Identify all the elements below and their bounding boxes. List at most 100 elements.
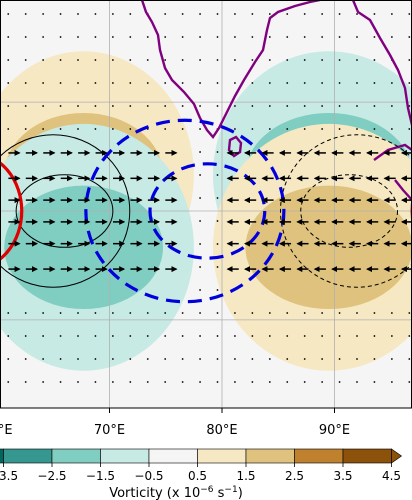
vorticity-shading [0, 51, 412, 371]
vector-dot [59, 128, 62, 130]
vector-dot [286, 59, 289, 61]
vector-dot [234, 358, 236, 360]
vector-dot [129, 381, 132, 383]
vector-dot [268, 312, 271, 314]
gridlines [0, 0, 412, 408]
vector-dot [286, 128, 289, 130]
vector-dot [356, 13, 358, 15]
vector-dot [42, 335, 45, 337]
vector-dot [338, 128, 341, 130]
black-contour-1 [15, 174, 114, 248]
red-contour-0 [0, 160, 24, 262]
colorbar-tick-label-5: 0.5 [188, 469, 207, 483]
vector-dot [321, 128, 324, 130]
vector-dot [129, 312, 132, 314]
colorbar-tick-label-9: 4.5 [382, 469, 401, 483]
vector-dot [216, 220, 219, 222]
vector-dot [24, 312, 27, 314]
vector-dot [7, 59, 10, 61]
vector-dot [111, 36, 114, 38]
vector-dot [129, 82, 132, 84]
vector-dot [146, 36, 149, 38]
vector-dot [77, 128, 79, 130]
vector-dot [77, 105, 79, 107]
vector-dot [303, 335, 306, 337]
vector-dot [338, 381, 341, 383]
vector-dot [7, 335, 10, 337]
vector-dot [373, 381, 376, 383]
vector-dot [59, 59, 62, 61]
vector-dot [181, 36, 184, 38]
vector-dot [111, 381, 114, 383]
vector-dot [199, 266, 201, 268]
vector-dot [356, 128, 358, 130]
vector-dot [77, 358, 79, 360]
coastline [140, 0, 412, 201]
blue-contour-1 [148, 162, 267, 260]
vector-dot [164, 358, 167, 360]
vector-dot [286, 82, 289, 84]
vector-dot [321, 105, 324, 107]
vector-dot [338, 13, 341, 15]
vector-dot [303, 59, 306, 61]
wind-vectors [8, 149, 412, 273]
vector-dot [321, 82, 324, 84]
vector-dot [251, 381, 254, 383]
vector-dot [216, 335, 219, 337]
x-tick-label-3: 90°E [319, 423, 350, 438]
vector-dot [286, 13, 289, 15]
vector-dot [390, 82, 393, 84]
colorbar-segment-0 [0, 448, 4, 464]
vector-dot [216, 151, 219, 153]
vector-dot [390, 105, 393, 107]
vector-dot [59, 36, 62, 38]
vector-dot [24, 105, 27, 107]
colorbar-tick-label-4: −0.5 [134, 469, 163, 483]
vector-dot [42, 358, 45, 360]
vector-dot [199, 335, 201, 337]
vector-dot [94, 128, 97, 130]
vector-dot [146, 381, 149, 383]
black-contour-3 [300, 174, 398, 248]
x-axis: 60°E70°E80°E90°E100°E [0, 408, 350, 438]
vector-dot [338, 59, 341, 61]
vector-dot [7, 13, 10, 15]
vector-dot [356, 82, 358, 84]
vector-dot [303, 36, 306, 38]
vector-dot [303, 312, 306, 314]
vector-dot [199, 358, 201, 360]
vector-dot [94, 335, 97, 337]
vector-dot [356, 59, 358, 61]
vector-dot [59, 358, 62, 360]
vector-dot [251, 335, 254, 337]
vector-dot [59, 82, 62, 84]
vector-dot [77, 381, 79, 383]
colorbar-segment-7 [294, 448, 344, 464]
vector-dot [77, 59, 79, 61]
vector-dot [199, 197, 201, 199]
vector-dot [251, 312, 254, 314]
colorbar-tick-label-8: 3.5 [333, 469, 352, 483]
vector-dot [390, 358, 393, 360]
vector-dot [111, 105, 114, 107]
vector-dot [111, 128, 114, 130]
vector-dot [77, 13, 79, 15]
vector-dot [181, 312, 184, 314]
vector-dot [234, 128, 236, 130]
vector-dot [42, 128, 45, 130]
vector-dot [408, 59, 411, 61]
colorbar-segment-3 [100, 448, 150, 464]
vector-dot [42, 312, 45, 314]
vector-dot [356, 335, 358, 337]
vector-dot [338, 358, 341, 360]
vector-dot [373, 82, 376, 84]
vector-dot [111, 82, 114, 84]
vector-dot [7, 36, 10, 38]
vector-dot [286, 381, 289, 383]
vector-dot [216, 59, 219, 61]
vector-dot [390, 36, 393, 38]
vector-dot [356, 381, 358, 383]
vector-dot [216, 312, 219, 314]
vector-dot [129, 128, 132, 130]
